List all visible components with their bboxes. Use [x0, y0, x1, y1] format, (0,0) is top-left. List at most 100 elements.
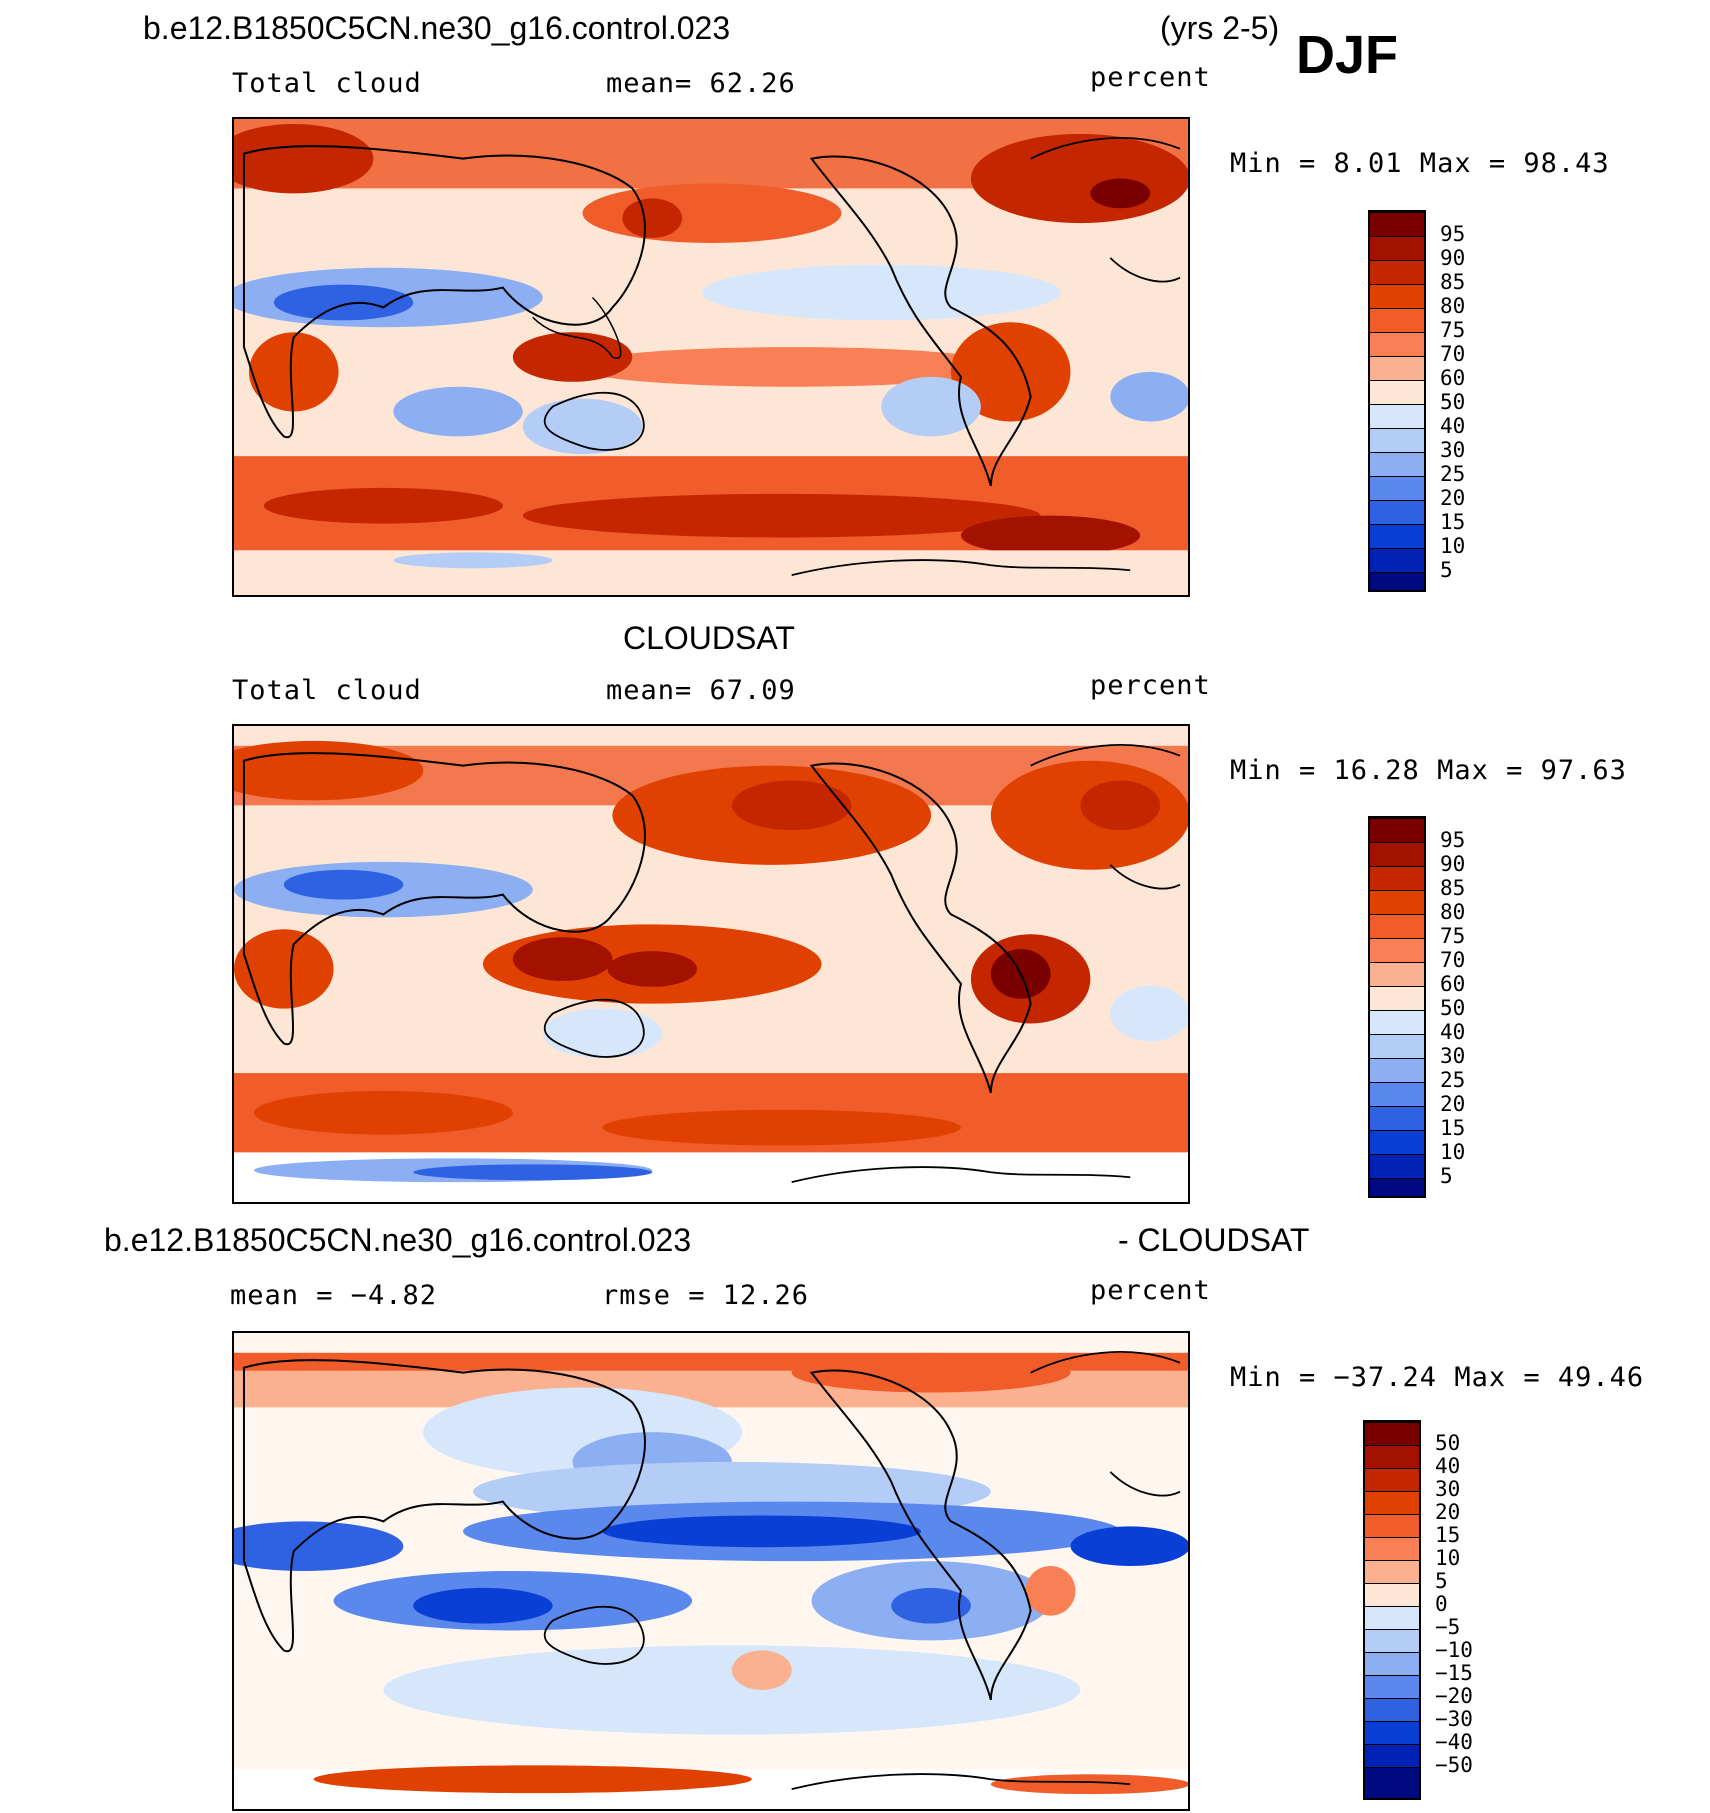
colorbar-diff-seg	[1365, 1537, 1419, 1560]
colorbar-model-seg	[1370, 452, 1424, 476]
mean-label: mean= 62.26	[606, 68, 796, 99]
colorbar-tick-label: 95	[1440, 222, 1466, 246]
case-name-title: b.e12.B1850C5CN.ne30_g16.control.023	[143, 10, 731, 46]
colorbar-tick-label: 60	[1440, 366, 1466, 390]
colorbar-tick-label: 15	[1440, 1116, 1466, 1140]
colorbar-tick-label: 20	[1435, 1500, 1461, 1524]
colorbar-obs-seg	[1370, 1130, 1424, 1154]
colorbar-model-seg	[1370, 500, 1424, 524]
variable-label: Total cloud	[232, 68, 422, 99]
colorbar-diff-seg	[1365, 1560, 1419, 1583]
colorbar-obs-seg	[1370, 914, 1424, 938]
colorbar-diff-seg	[1365, 1583, 1419, 1606]
colorbar-obs-box	[1368, 816, 1426, 1198]
colorbar-tick-label: 85	[1440, 270, 1466, 294]
colorbar-diff-seg	[1365, 1652, 1419, 1675]
colorbar-diff-seg	[1365, 1629, 1419, 1652]
colorbar-tick-label: 50	[1440, 996, 1466, 1020]
colorbar-model-seg	[1370, 308, 1424, 332]
colorbar-obs-seg	[1370, 890, 1424, 914]
colorbar-tick-label: −5	[1435, 1615, 1461, 1639]
colorbar-tick-label: 70	[1440, 342, 1466, 366]
season-label: DJF	[1296, 25, 1399, 85]
map-panel-model	[232, 117, 1190, 597]
colorbar-tick-label: −40	[1435, 1730, 1473, 1754]
colorbar-tick-label: 80	[1440, 900, 1466, 924]
colorbar-diff-seg	[1365, 1675, 1419, 1698]
colorbar-model-seg	[1370, 212, 1424, 236]
colorbar-obs-seg	[1370, 938, 1424, 962]
colorbar-model-seg	[1370, 524, 1424, 548]
colorbar-tick-label: 20	[1440, 486, 1466, 510]
rmse-label: rmse = 12.26	[602, 1280, 810, 1311]
colorbar-tick-label: 30	[1440, 1044, 1466, 1068]
colorbar-diff-seg	[1365, 1491, 1419, 1514]
colorbar-tick-label: −20	[1435, 1684, 1473, 1708]
colorbar-obs-seg	[1370, 1154, 1424, 1178]
colorbar-obs-seg	[1370, 1082, 1424, 1106]
colorbar-tick-label: −15	[1435, 1661, 1473, 1685]
colorbar-tick-label: 50	[1435, 1431, 1461, 1455]
minmax-label: Min = 16.28 Max = 97.63	[1230, 755, 1627, 786]
colorbar-tick-label: 20	[1440, 1092, 1466, 1116]
colorbar-model-seg	[1370, 476, 1424, 500]
colorbar-tick-label: 40	[1435, 1454, 1461, 1478]
colorbar-tick-label: 5	[1435, 1569, 1448, 1593]
diff-cloud-map	[234, 1333, 1188, 1809]
colorbar-tick-label: 70	[1440, 948, 1466, 972]
colorbar-diff-seg	[1365, 1698, 1419, 1721]
colorbar-tick-label: 90	[1440, 852, 1466, 876]
colorbar-diff-seg	[1365, 1445, 1419, 1468]
colorbar-tick-label: −10	[1435, 1638, 1473, 1662]
colorbar-tick-label: 75	[1440, 318, 1466, 342]
colorbar-diff-seg	[1365, 1514, 1419, 1537]
colorbar-obs-seg	[1370, 986, 1424, 1010]
diff-title-left: b.e12.B1850C5CN.ne30_g16.control.023	[104, 1222, 692, 1258]
colorbar-tick-label: 10	[1440, 1140, 1466, 1164]
colorbar-obs-seg	[1370, 818, 1424, 842]
units-label: percent	[1090, 1275, 1211, 1306]
colorbar-diff-seg	[1365, 1606, 1419, 1629]
colorbar-tick-label: 10	[1440, 534, 1466, 558]
colorbar-tick-label: 90	[1440, 246, 1466, 270]
years-label: (yrs 2-5)	[1160, 10, 1280, 46]
colorbar-model-seg	[1370, 572, 1424, 590]
colorbar-model-seg	[1370, 332, 1424, 356]
colorbar-tick-label: −30	[1435, 1707, 1473, 1731]
colorbar-tick-label: 50	[1440, 390, 1466, 414]
colorbar-tick-label: 5	[1440, 558, 1453, 582]
colorbar-model-seg	[1370, 236, 1424, 260]
colorbar-tick-label: −50	[1435, 1753, 1473, 1777]
colorbar-tick-label: 30	[1435, 1477, 1461, 1501]
model-cloud-map	[234, 119, 1188, 595]
colorbar-obs-seg	[1370, 842, 1424, 866]
colorbar-model-seg	[1370, 428, 1424, 452]
minmax-label: Min = 8.01 Max = 98.43	[1230, 148, 1610, 179]
colorbar-model-seg	[1370, 548, 1424, 572]
colorbar-obs-seg	[1370, 866, 1424, 890]
colorbar-tick-label: 40	[1440, 414, 1466, 438]
mean-label: mean= 67.09	[606, 675, 796, 706]
colorbar-tick-label: 15	[1440, 510, 1466, 534]
diff-title-right: - CLOUDSAT	[1118, 1222, 1310, 1258]
colorbar-diff-box	[1363, 1420, 1421, 1800]
colorbar-model-seg	[1370, 356, 1424, 380]
colorbar-tick-label: 80	[1440, 294, 1466, 318]
map-panel-diff	[232, 1331, 1190, 1811]
colorbar-obs-seg	[1370, 962, 1424, 986]
variable-label: Total cloud	[232, 675, 422, 706]
minmax-label: Min = −37.24 Max = 49.46	[1230, 1362, 1645, 1393]
colorbar-diff-seg	[1365, 1422, 1419, 1445]
colorbar-obs-seg	[1370, 1058, 1424, 1082]
colorbar-tick-label: 40	[1440, 1020, 1466, 1044]
units-label: percent	[1090, 62, 1211, 93]
colorbar-obs-seg	[1370, 1010, 1424, 1034]
mean-label: mean = −4.82	[230, 1280, 438, 1311]
colorbar-model-seg	[1370, 260, 1424, 284]
colorbar-tick-label: 25	[1440, 1068, 1466, 1092]
colorbar-tick-label: 15	[1435, 1523, 1461, 1547]
obs-title: CLOUDSAT	[623, 620, 795, 656]
colorbar-model-box	[1368, 210, 1426, 592]
colorbar-diff-seg	[1365, 1468, 1419, 1491]
colorbar-tick-label: 95	[1440, 828, 1466, 852]
